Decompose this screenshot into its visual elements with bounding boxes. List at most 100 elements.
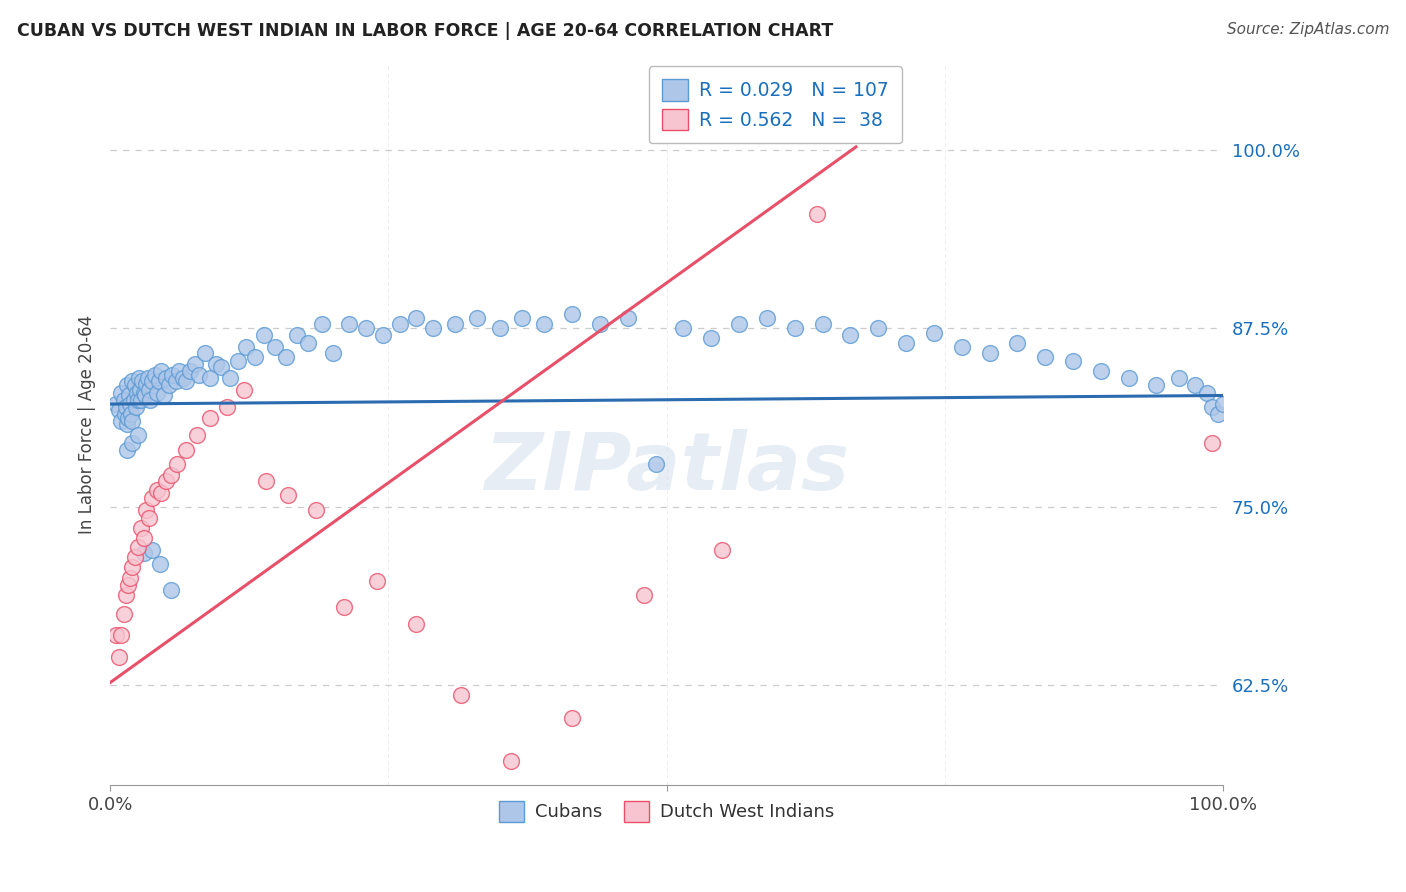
Point (297, 335, 319, 350)
Point (922, 326, 945, 340)
Point (264, 340, 287, 354)
Point (160, 582, 183, 597)
Point (139, 392, 162, 407)
Point (125, 400, 148, 414)
Point (868, 321, 890, 335)
Point (277, 488, 299, 502)
Point (200, 411, 222, 425)
Point (711, 542, 734, 557)
Point (322, 345, 344, 359)
Point (1201, 435, 1223, 450)
Point (811, 317, 834, 331)
Point (127, 392, 149, 407)
Point (1167, 371, 1189, 385)
Y-axis label: In Labor Force | Age 20-64: In Labor Force | Age 20-64 (79, 315, 96, 534)
Point (215, 400, 238, 414)
Point (499, 754, 522, 768)
Text: CUBAN VS DUTCH WEST INDIAN IN LABOR FORCE | AGE 20-64 CORRELATION CHART: CUBAN VS DUTCH WEST INDIAN IN LABOR FORC… (17, 22, 834, 40)
Point (561, 711, 583, 725)
Point (162, 368, 184, 383)
Point (235, 340, 257, 354)
Point (122, 392, 145, 407)
Point (253, 328, 276, 343)
Point (672, 321, 695, 335)
Point (285, 328, 308, 343)
Point (467, 311, 489, 326)
Point (128, 371, 150, 385)
Point (114, 407, 136, 421)
Point (124, 549, 146, 564)
Point (755, 311, 778, 326)
Point (644, 457, 666, 471)
Point (131, 392, 153, 407)
Point (120, 571, 142, 585)
Point (1062, 354, 1084, 368)
Point (728, 317, 751, 331)
Point (141, 491, 163, 506)
Point (194, 345, 217, 359)
Point (589, 317, 612, 331)
Point (174, 442, 197, 457)
Point (616, 311, 638, 326)
Point (117, 578, 139, 592)
Point (205, 357, 228, 371)
Point (700, 331, 723, 345)
Point (135, 377, 157, 392)
Point (226, 354, 249, 368)
Point (405, 311, 427, 326)
Point (783, 321, 806, 335)
Point (950, 340, 973, 354)
Point (125, 385, 148, 400)
Point (184, 357, 207, 371)
Point (444, 317, 467, 331)
Point (155, 371, 177, 385)
Point (110, 385, 132, 400)
Point (243, 350, 266, 364)
Point (179, 364, 201, 378)
Point (806, 207, 828, 221)
Point (136, 371, 159, 385)
Point (120, 397, 142, 411)
Point (311, 317, 333, 331)
Point (354, 321, 377, 335)
Point (366, 574, 388, 589)
Point (979, 345, 1001, 359)
Point (117, 411, 139, 425)
Point (167, 364, 190, 378)
Point (131, 521, 153, 535)
Point (146, 385, 169, 400)
Point (104, 628, 127, 642)
Point (141, 374, 163, 388)
Point (533, 317, 555, 331)
Point (219, 371, 242, 385)
Point (1033, 350, 1056, 364)
Point (165, 374, 187, 388)
Point (150, 364, 173, 378)
Point (450, 689, 472, 703)
Point (1195, 385, 1218, 400)
Point (339, 317, 361, 331)
Point (108, 649, 131, 664)
Point (232, 383, 254, 397)
Point (1184, 378, 1206, 392)
Point (110, 628, 132, 642)
Point (839, 328, 862, 343)
Point (160, 468, 183, 483)
Point (118, 388, 141, 402)
Point (108, 402, 131, 417)
Point (121, 414, 143, 428)
Legend: Cubans, Dutch West Indians: Cubans, Dutch West Indians (491, 791, 844, 830)
Point (1118, 371, 1140, 385)
Text: ZIPatlas: ZIPatlas (484, 429, 849, 507)
Point (305, 502, 328, 516)
Point (131, 374, 153, 388)
Point (112, 607, 135, 621)
Point (561, 307, 583, 321)
Point (110, 414, 132, 428)
Point (211, 359, 233, 374)
Point (188, 368, 211, 383)
Point (121, 560, 143, 574)
Point (174, 374, 197, 388)
Point (141, 542, 163, 557)
Point (127, 540, 149, 554)
